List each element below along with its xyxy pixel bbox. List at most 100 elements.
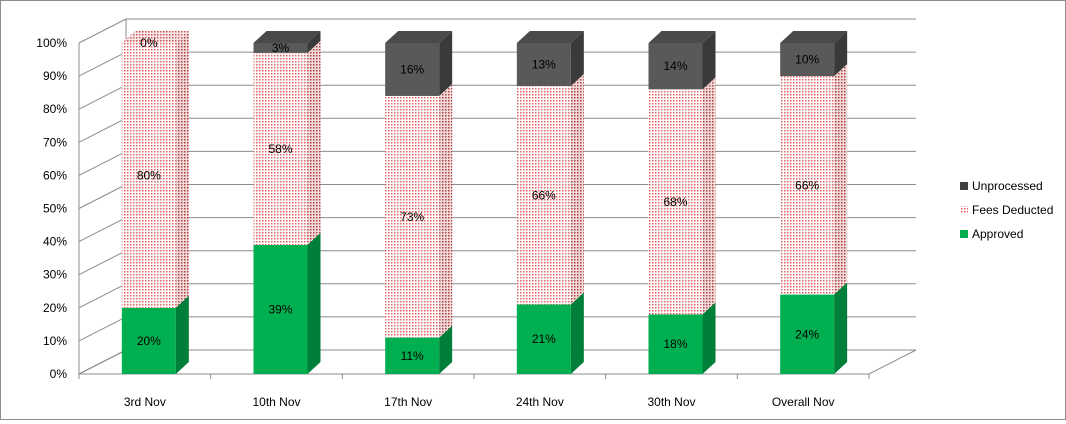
x-tick-label: 30th Nov [647, 395, 695, 409]
bar-stack [385, 31, 453, 374]
data-labels: 20% 80% 0% 39% 58% 3% 11% 73% 16% 21% 66% 13% 18% 68%… [137, 36, 820, 363]
bar-segment-approved [648, 314, 703, 374]
bar-segment-fees-deducted [385, 95, 440, 338]
data-label: 39% [268, 302, 292, 316]
side-wall-line [78, 117, 127, 143]
y-tick-label: 70% [43, 135, 67, 149]
bar-top-face [648, 31, 716, 43]
data-label: 68% [663, 195, 687, 209]
x-tick-label: 24th Nov [516, 395, 564, 409]
data-label: 58% [268, 142, 292, 156]
data-label: 21% [532, 332, 556, 346]
data-label: 16% [400, 62, 424, 76]
side-wall-line [78, 18, 127, 44]
bar-segment-approved-side [702, 302, 716, 374]
bar-segment-approved-side [439, 325, 453, 374]
data-label: 11% [401, 349, 424, 363]
data-label: 18% [663, 337, 687, 351]
bar-segment-approved [780, 294, 835, 374]
bar-segment-fees-deducted [648, 89, 703, 315]
bar-segment-approved-side [570, 292, 584, 374]
bar-stack [648, 31, 716, 374]
bar-segment-fees-deducted-side [439, 83, 453, 338]
data-label: 20% [137, 334, 161, 348]
data-label: 3% [272, 41, 290, 55]
side-wall-line [78, 316, 127, 342]
bars [121, 31, 848, 374]
bar-segment-fees-deducted [780, 76, 835, 295]
bar-segment-fees-deducted-side [702, 77, 716, 315]
data-label: 66% [795, 178, 819, 192]
bar-segment-fees-deducted-side [834, 64, 848, 295]
data-label: 80% [137, 168, 161, 182]
legend-swatch [960, 206, 968, 214]
legend: Unprocessed Fees Deducted Approved [960, 179, 1053, 241]
bar-segment-unprocessed [516, 43, 571, 87]
data-label: 66% [532, 188, 556, 202]
legend-label: Unprocessed [972, 179, 1043, 193]
bar-segment-fees-deducted-side [175, 31, 189, 308]
bar-segment-fees-deducted [121, 43, 176, 308]
x-tick-label: 10th Nov [252, 395, 300, 409]
bar-segment-fees-deducted [516, 86, 571, 305]
y-tick-label: 90% [43, 69, 67, 83]
data-label: 24% [795, 327, 819, 341]
bar-top-face [516, 31, 584, 43]
bar-segment-unprocessed [780, 43, 835, 77]
bar-top-face [253, 31, 321, 43]
data-label: 13% [532, 58, 556, 72]
bar-segment-approved-side [175, 295, 189, 374]
y-tick-label: 50% [43, 202, 67, 216]
bar-top-face [385, 31, 453, 43]
side-wall-line [78, 84, 127, 110]
bar-top-face [121, 31, 189, 43]
bar-segment-approved [516, 304, 571, 374]
bar-segment-unprocessed-side [439, 31, 453, 96]
bar-segment-approved [385, 337, 440, 374]
legend-swatch [960, 230, 968, 238]
side-wall-line [78, 217, 127, 243]
bar-segment-unprocessed-side [307, 31, 321, 53]
bar-segment-approved [253, 244, 308, 374]
y-tick-label: 0% [50, 367, 68, 381]
x-tick-label: 17th Nov [384, 395, 432, 409]
data-label: 0% [140, 36, 158, 50]
side-wall-line [78, 51, 127, 77]
y-tick-label: 60% [43, 168, 67, 182]
y-tick-label: 10% [43, 334, 67, 348]
y-axis-ticks: 0% 10% 20% 30% 40% 50% 60% 70% 80% 90% 100% [36, 36, 67, 381]
bar-segment-approved-side [307, 232, 321, 374]
legend-swatch [960, 182, 968, 190]
bar-segment-fees-deducted-side [570, 74, 584, 305]
y-tick-label: 30% [43, 268, 67, 282]
bar-segment-unprocessed-side [570, 31, 584, 87]
bar-stack [516, 31, 584, 374]
legend-item: Approved [960, 227, 1023, 241]
x-axis-ticks: 3rd Nov 10th Nov 17th Nov 24th Nov 30th Nov O… [124, 395, 835, 409]
legend-label: Fees Deducted [972, 203, 1053, 217]
legend-item: Unprocessed [960, 179, 1043, 193]
bar-segment-approved [121, 307, 176, 374]
y-tick-label: 80% [43, 102, 67, 116]
y-tick-label: 20% [43, 301, 67, 315]
bar-top-face [780, 31, 848, 43]
side-wall-line [78, 150, 127, 176]
legend-label: Approved [972, 227, 1023, 241]
legend-item: Fees Deducted [960, 203, 1053, 217]
bar-segment-unprocessed-side [834, 31, 848, 77]
x-tick-label: 3rd Nov [124, 395, 166, 409]
y-tick-label: 100% [36, 36, 67, 50]
x-tick-label: Overall Nov [772, 395, 835, 409]
data-label: 10% [795, 53, 819, 67]
bar-stack [121, 31, 189, 374]
bar-segment-unprocessed [253, 43, 308, 53]
data-label: 73% [400, 210, 424, 224]
bar-segment-unprocessed-side [702, 31, 716, 90]
bar-segment-approved-side [834, 282, 848, 374]
side-wall-line [78, 283, 127, 309]
bar-stack [780, 31, 848, 374]
bar-segment-unprocessed [648, 43, 703, 90]
y-tick-label: 40% [43, 235, 67, 249]
